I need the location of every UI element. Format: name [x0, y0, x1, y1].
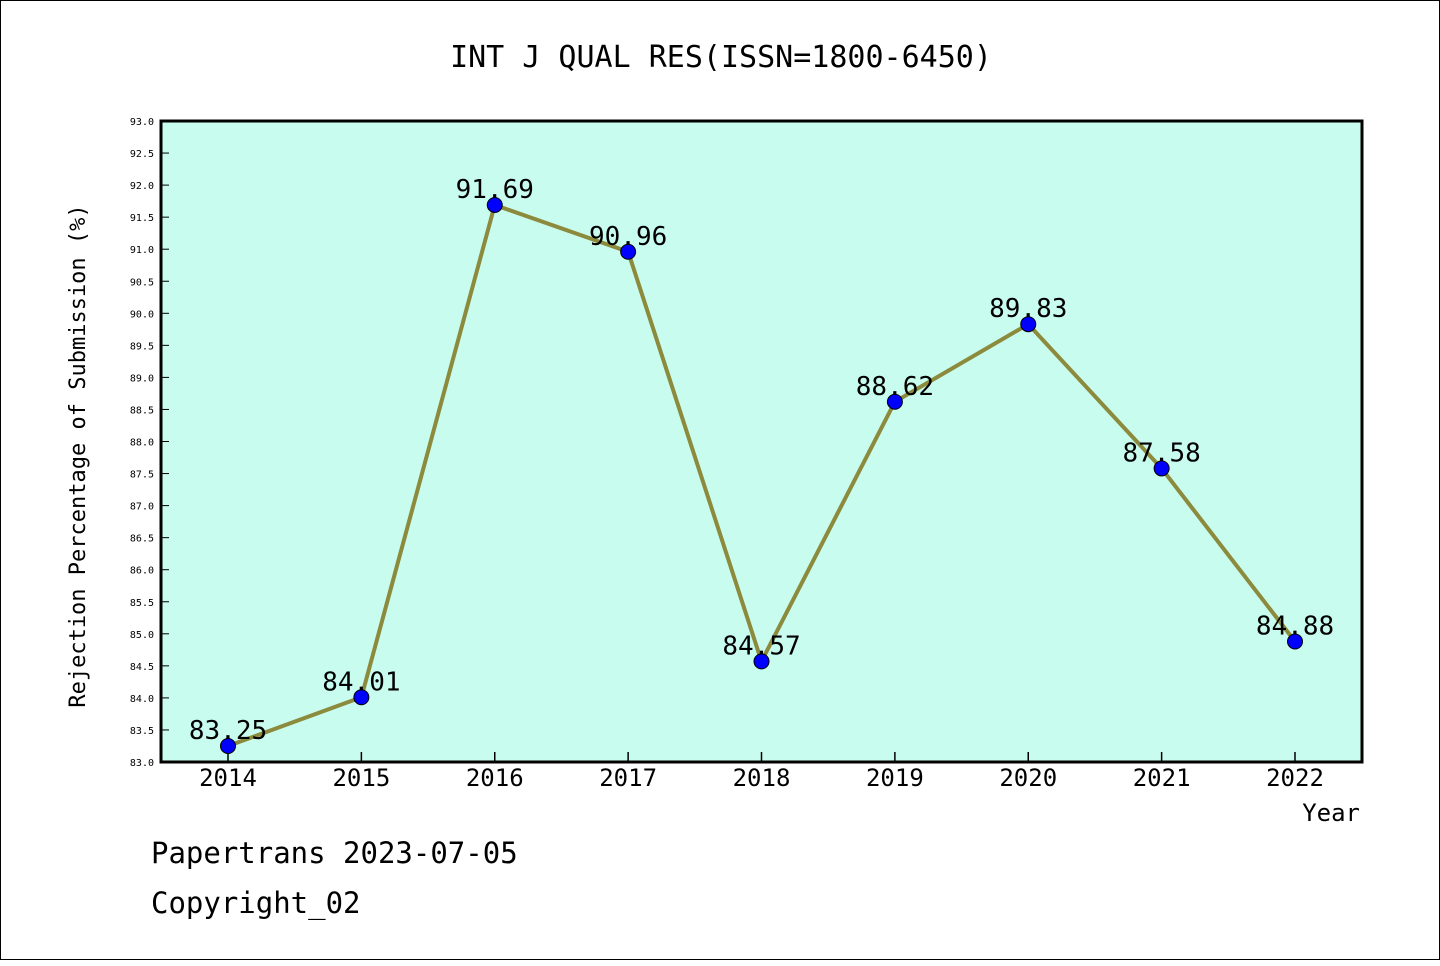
data-point	[620, 243, 637, 260]
y-tick-label: 88.0	[130, 438, 154, 449]
data-label: 91.69	[456, 175, 534, 205]
data-point	[1153, 460, 1170, 477]
y-tick-label: 90.5	[130, 277, 154, 288]
data-label: 88.62	[856, 372, 934, 402]
y-tick-label: 83.0	[130, 758, 154, 769]
y-tick-label: 89.0	[130, 373, 154, 384]
x-tick-label: 2017	[599, 764, 657, 792]
x-tick-label: 2018	[733, 764, 791, 792]
data-label: 83.25	[189, 716, 267, 746]
data-label: 90.96	[589, 222, 667, 252]
series-layer: 83.25 84.01 91.69 90.96 84.57 88.62 89.83 87.58…	[189, 175, 1334, 754]
data-label: 84.57	[722, 631, 800, 661]
y-tick-label: 91.5	[130, 213, 154, 224]
y-tick-label: 85.0	[130, 630, 154, 641]
x-tick-label: 2022	[1266, 764, 1324, 792]
x-tick-label: 2020	[999, 764, 1057, 792]
y-tick-label: 84.0	[130, 694, 154, 705]
data-point	[753, 653, 770, 670]
data-point	[1287, 633, 1303, 650]
y-tick-label: 86.5	[130, 534, 154, 545]
y-tick-label: 92.5	[130, 149, 154, 160]
y-tick-label: 93.0	[130, 117, 154, 128]
y-axis: 83.0 83.5 84.0 84.5 85.0 85.5 86.0 86.5 87.0 87.5…	[130, 117, 169, 769]
data-label: 84.88	[1256, 611, 1334, 641]
y-tick-label: 84.5	[130, 662, 154, 673]
y-tick-label: 87.0	[130, 502, 154, 513]
x-tick-label: 2014	[199, 764, 257, 792]
y-tick-label: 87.5	[130, 470, 154, 481]
x-axis-label: Year	[1302, 799, 1360, 827]
x-tick-label: 2021	[1133, 764, 1191, 792]
y-tick-label: 90.0	[130, 309, 154, 320]
y-tick-label: 92.0	[130, 181, 154, 192]
x-tick-label: 2015	[332, 764, 390, 792]
footer-copyright: Copyright_02	[151, 886, 361, 921]
data-label: 84.01	[322, 667, 400, 697]
data-point	[886, 393, 903, 410]
y-axis-label: Rejection Percentage of Submission (%)	[66, 204, 91, 707]
footer-date: Papertrans 2023-07-05	[151, 836, 518, 870]
y-tick-label: 88.5	[130, 405, 154, 416]
y-tick-label: 85.5	[130, 598, 154, 609]
x-tick-label: 2016	[466, 764, 524, 792]
data-label: 89.83	[989, 294, 1067, 324]
data-point	[1020, 316, 1037, 333]
data-point	[486, 196, 503, 213]
y-tick-label: 91.0	[130, 245, 154, 256]
y-tick-label: 89.5	[130, 341, 154, 352]
chart-title: INT J QUAL RES(ISSN=1800-6450)	[450, 40, 992, 75]
data-point	[353, 689, 370, 706]
x-axis: 2014 2015 2016 2017 2018 2019 2020 2021 2022	[199, 752, 1324, 792]
data-point	[220, 737, 236, 754]
data-label: 87.58	[1122, 438, 1200, 468]
y-tick-label: 86.0	[130, 566, 154, 577]
y-tick-label: 83.5	[130, 726, 154, 737]
x-tick-label: 2019	[866, 764, 924, 792]
